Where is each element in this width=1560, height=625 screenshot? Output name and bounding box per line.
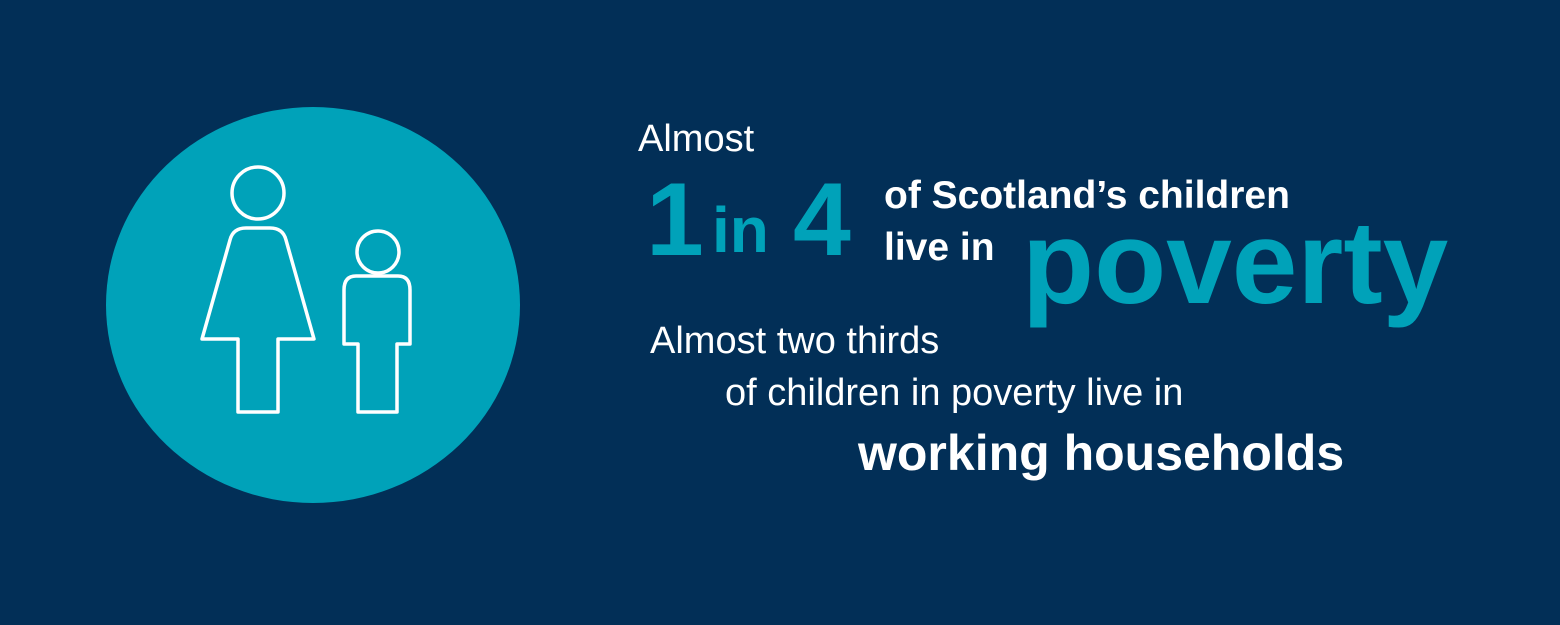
headline-line-one: of Scotland’s children — [884, 174, 1290, 217]
headline-lead: Almost — [638, 118, 755, 160]
icon-circle — [106, 107, 520, 503]
child-figure-icon — [342, 229, 412, 414]
headline-line-two: live in — [884, 226, 995, 269]
ratio-second-number: 4 — [793, 162, 851, 278]
subhead-line-one: Almost two thirds — [650, 320, 940, 362]
headline-emphasis: poverty — [1022, 197, 1449, 329]
ratio-first-number: 1 — [646, 162, 704, 278]
ratio-in-word: in — [712, 194, 769, 266]
subhead-emphasis: working households — [858, 425, 1345, 481]
subhead-line-two: of children in poverty live in — [725, 372, 1184, 414]
adult-figure-icon — [200, 165, 316, 414]
